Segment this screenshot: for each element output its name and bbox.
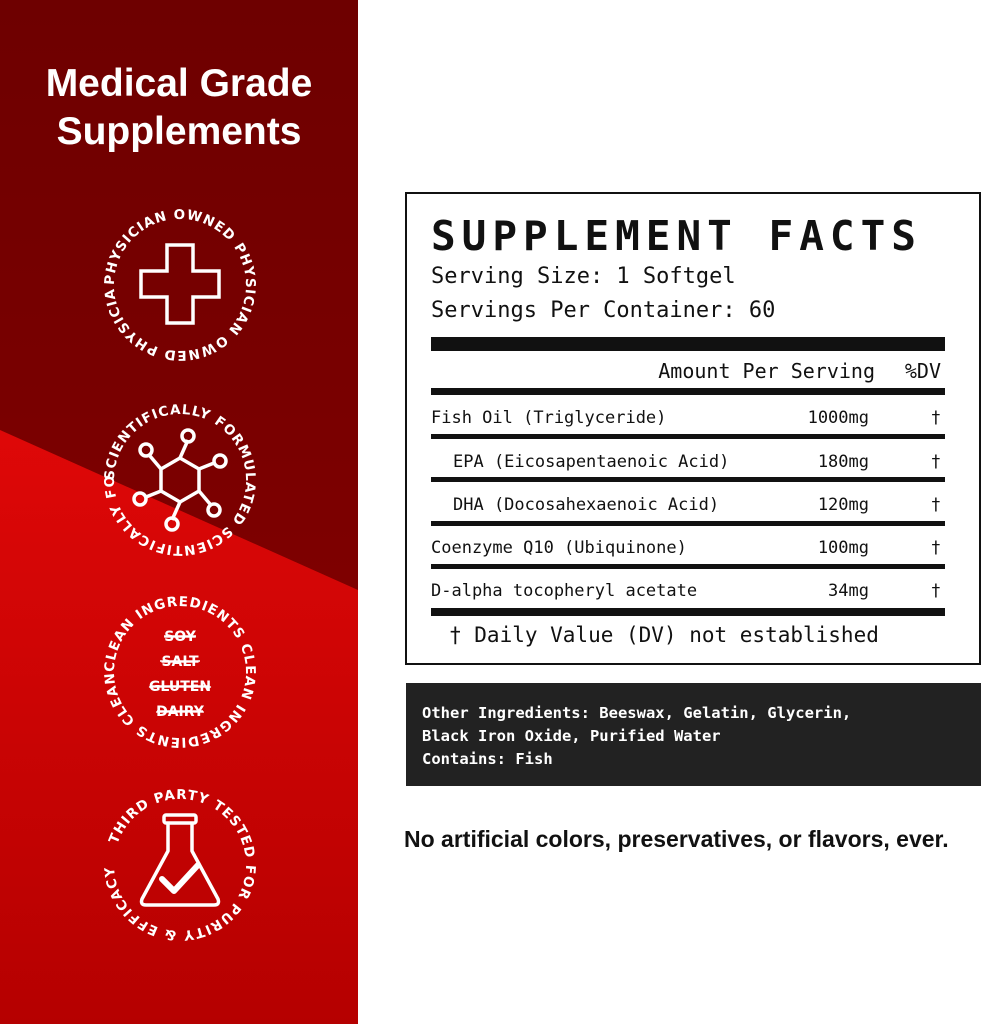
excluded-gluten: GLUTEN <box>149 679 211 695</box>
svg-text:CLEAN INGREDIENTS CLEAN INGRED: CLEAN INGREDIENTS CLEAN INGREDIENTS CLEA… <box>100 592 258 750</box>
excluded-dairy: DAIRY <box>156 704 205 720</box>
headline: Medical Grade Supplements <box>0 60 358 156</box>
divider <box>431 434 945 439</box>
supplement-facts-panel: SUPPLEMENT FACTS Serving Size: 1 Softgel… <box>405 192 981 665</box>
facts-title: SUPPLEMENT FACTS <box>431 212 922 260</box>
divider-thick <box>431 337 945 351</box>
excluded-salt: SALT <box>161 654 199 670</box>
divider <box>431 477 945 482</box>
divider <box>431 388 945 395</box>
servings-per-container: Servings Per Container: 60 <box>431 298 776 323</box>
badge-ring-text: PHYSICIAN OWNED PHYSICIAN OWNED PHYSICIA… <box>92 193 257 363</box>
tagline: No artificial colors, preservatives, or … <box>404 826 949 852</box>
badge-ring-text: CLEAN INGREDIENTS CLEAN INGREDIENTS CLEA… <box>94 580 257 750</box>
divider <box>431 521 945 526</box>
left-panel: Medical Grade Supplements PHYSICIAN OWNE… <box>0 0 358 1024</box>
headline-line-1: Medical Grade <box>45 62 313 105</box>
svg-text:SCIENTIFICALLY FORMULATED SCIE: SCIENTIFICALLY FORMULATED SCIENTIFICALLY… <box>100 400 258 558</box>
divider <box>431 564 945 569</box>
badge-ring-text: SCIENTIFICALLY FORMULATED SCIENTIFICALLY… <box>93 388 257 558</box>
headline-line-2: Supplements <box>56 110 302 153</box>
medical-cross-icon <box>139 243 221 325</box>
header-dv: %DV <box>904 359 941 383</box>
third-party-tested-badge: THIRD PARTY TESTED FOR PURITY & EFFICACY <box>100 785 260 945</box>
serving-size: Serving Size: 1 Softgel <box>431 264 736 289</box>
molecule-icon <box>132 428 228 532</box>
physician-owned-badge: PHYSICIAN OWNED PHYSICIAN OWNED PHYSICIA… <box>92 193 260 365</box>
badge-ring-text: THIRD PARTY TESTED FOR PURITY & EFFICACY <box>102 787 257 943</box>
scientifically-formulated-badge: SCIENTIFICALLY FORMULATED SCIENTIFICALLY… <box>93 388 260 560</box>
other-ingredients-box: Other Ingredients: Beeswax, Gelatin, Gly… <box>406 683 981 786</box>
other-ingredients-line: Other Ingredients: Beeswax, Gelatin, Gly… <box>422 704 852 722</box>
divider-thick <box>431 608 945 616</box>
header-amount: Amount Per Serving <box>658 359 875 383</box>
dv-footnote: † Daily Value (DV) not established <box>449 623 879 647</box>
excluded-soy: SOY <box>164 629 196 645</box>
clean-ingredients-badge: CLEAN INGREDIENTS CLEAN INGREDIENTS CLEA… <box>94 580 260 752</box>
flask-check-icon <box>139 813 221 907</box>
svg-text:PHYSICIAN OWNED PHYSICIAN OWNE: PHYSICIAN OWNED PHYSICIAN OWNED PHYSICIA… <box>100 205 258 363</box>
allergen-line: Contains: Fish <box>422 750 553 768</box>
other-ingredients-line: Black Iron Oxide, Purified Water <box>422 727 721 745</box>
svg-text:THIRD PARTY TESTED FOR PURITY: THIRD PARTY TESTED FOR PURITY & EFFICACY <box>102 787 258 943</box>
